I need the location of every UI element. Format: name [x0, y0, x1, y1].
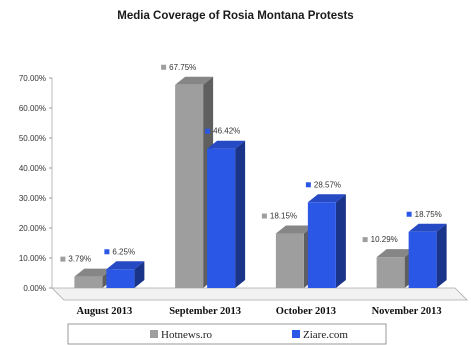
bar-top: [74, 268, 113, 277]
y-tick-label: 70.00%: [19, 74, 46, 83]
bar: [106, 269, 135, 288]
bar-side: [134, 261, 145, 288]
data-label: 6.25%: [112, 247, 135, 256]
legend-label: Ziare.com: [303, 329, 348, 341]
category-label: October 2013: [276, 306, 336, 317]
bar-side: [335, 194, 346, 288]
legend: Hotnews.ro Ziare.com: [67, 323, 387, 345]
bar-top: [175, 76, 214, 85]
y-tick-label: 20.00%: [19, 224, 46, 233]
chart-title: Media Coverage of Rosia Montana Protests: [117, 10, 354, 22]
bar-top: [275, 225, 314, 234]
category-label: September 2013: [169, 306, 241, 317]
bar-side: [235, 140, 246, 288]
bar-top: [376, 249, 415, 258]
bars-layer: [74, 76, 447, 288]
legend-marker: [292, 330, 300, 338]
legend-marker: [150, 330, 158, 338]
data-label-marker: [161, 64, 167, 70]
bar: [275, 233, 304, 288]
data-label: 10.29%: [371, 235, 398, 244]
bar-top: [408, 223, 447, 232]
category-label: August 2013: [77, 306, 133, 317]
bar: [408, 231, 437, 288]
labels-layer: 3.79% 6.25% 67.75% 46.42% 18.15% 28.57% 10.29%…: [60, 63, 442, 264]
data-label-marker: [60, 256, 66, 262]
data-label-marker: [305, 182, 311, 188]
data-label: 3.79%: [68, 255, 91, 264]
y-tick-label: 50.00%: [19, 134, 46, 143]
data-label-marker: [362, 237, 368, 243]
data-label: 67.75%: [169, 63, 196, 72]
data-label: 18.75%: [415, 210, 442, 219]
data-label: 46.42%: [213, 127, 240, 136]
y-tick-label: 10.00%: [19, 254, 46, 263]
y-tick-label: 30.00%: [19, 194, 46, 203]
data-label-marker: [261, 213, 267, 219]
bar: [175, 84, 204, 288]
bar-top: [307, 194, 346, 203]
bar-top: [106, 261, 145, 270]
y-tick-label: 40.00%: [19, 164, 46, 173]
bar: [74, 276, 103, 288]
data-label-marker: [406, 211, 412, 217]
data-label-marker: [205, 128, 211, 134]
y-tick-label: 60.00%: [19, 104, 46, 113]
data-label: 18.15%: [270, 212, 297, 221]
bar-side: [436, 223, 447, 288]
bar: [207, 148, 236, 288]
bar: [376, 257, 405, 288]
chart-floor: [51, 287, 468, 301]
data-label-marker: [104, 249, 110, 255]
bar-top: [207, 140, 246, 149]
data-label: 28.57%: [314, 180, 341, 189]
category-label: November 2013: [372, 306, 442, 317]
legend-label: Hotnews.ro: [161, 329, 213, 341]
y-tick-label: 0.00%: [23, 284, 46, 293]
bar: [307, 202, 336, 288]
legend-box: [67, 323, 387, 345]
